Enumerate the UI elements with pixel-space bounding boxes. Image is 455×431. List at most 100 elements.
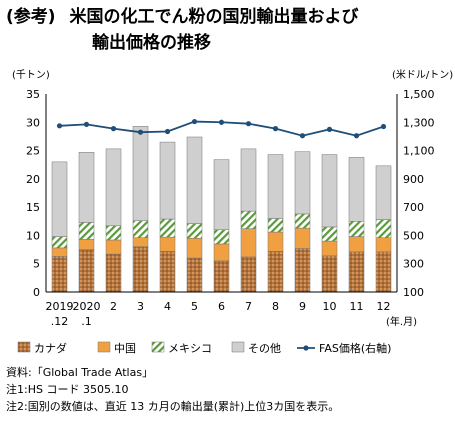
legend-label: メキシコ	[168, 342, 212, 355]
bar-segment	[375, 237, 392, 253]
bar-segment	[159, 251, 176, 293]
bar-segment	[348, 236, 365, 253]
bar-segment	[348, 157, 365, 222]
y-tick-label: 15	[26, 201, 40, 214]
fas-price-point	[380, 123, 387, 130]
bar-segment	[267, 231, 284, 252]
fas-price-point	[56, 123, 63, 129]
legend-swatch	[231, 341, 245, 353]
bar-segment	[213, 159, 230, 231]
bar-segment	[105, 239, 122, 255]
y2-tick-label: 100	[403, 286, 424, 299]
fas-price-point	[326, 126, 333, 132]
bar-segment	[240, 210, 257, 229]
right-axis-unit: (米ドル/トン)	[392, 68, 453, 81]
bar-segment	[132, 237, 149, 247]
fas-price-point	[272, 126, 279, 132]
x-tick-label: 2019	[46, 300, 74, 313]
bar-segment	[213, 260, 230, 293]
bar-segment	[51, 161, 68, 237]
y2-tick-label: 900	[403, 173, 424, 186]
bar-segment	[240, 148, 257, 212]
bar-segment	[78, 239, 95, 250]
fas-price-point	[137, 129, 144, 135]
x-tick-label: 12	[377, 300, 391, 313]
x-tick-label: 8	[272, 300, 279, 313]
bar-segment	[51, 247, 68, 257]
y2-tick-label: 700	[403, 201, 424, 214]
x-tick-label: 11	[350, 300, 364, 313]
bar-segment	[186, 223, 203, 239]
bar-segment	[78, 152, 95, 223]
bar-segment	[267, 218, 284, 233]
bar-segment	[78, 249, 95, 293]
chart-title: (参考) 米国の化工でん粉の国別輸出量および 輸出価格の推移	[6, 4, 451, 56]
y2-tick-label: 1,300	[403, 116, 435, 129]
bar-segment	[159, 141, 176, 220]
y2-tick-label: 1,100	[403, 145, 435, 158]
x-tick-label: 3	[137, 300, 144, 313]
legend-label: その他	[248, 342, 281, 355]
left-axis-unit: (千トン)	[12, 69, 50, 81]
x-tick-label: 6	[218, 300, 225, 313]
note-2: 注2:国別の数値は、直近 13 カ月の輸出量(累計)上位3カ国を表示。	[6, 400, 340, 413]
bar-segment	[294, 248, 311, 293]
legend-label: FAS価格(右軸)	[319, 341, 391, 355]
legend-label: カナダ	[34, 341, 67, 355]
legend-line-marker	[303, 345, 309, 351]
fas-price-point	[110, 126, 117, 132]
bar-segment	[51, 236, 68, 249]
bar-segment	[294, 151, 311, 215]
bar-segment	[321, 226, 338, 242]
bar-segment	[321, 240, 338, 257]
x-tick-sublabel: .1	[81, 315, 92, 328]
bar-segment	[294, 213, 311, 229]
fas-price-point	[164, 128, 171, 135]
y-tick-label: 35	[26, 88, 40, 101]
legend-swatch	[97, 341, 111, 353]
x-tick-label: 4	[164, 300, 171, 313]
x-axis-unit: (年.月)	[386, 315, 417, 328]
bar-segment	[375, 165, 392, 220]
y-tick-label: 30	[26, 116, 40, 129]
bar-segment	[51, 256, 68, 293]
fas-price-point	[245, 121, 252, 127]
bar-segment	[105, 148, 122, 227]
bar-segment	[240, 256, 257, 293]
bar-segment	[267, 154, 284, 219]
bar-segment	[105, 253, 122, 293]
bar-segment	[105, 225, 122, 241]
y-tick-label: 5	[33, 258, 40, 271]
bar-segment	[348, 221, 365, 237]
fas-price-point	[218, 119, 225, 125]
bar-segment	[267, 251, 284, 293]
title-line-1: 米国の化工でん粉の国別輸出量および	[69, 7, 359, 27]
x-tick-label: 9	[299, 300, 306, 313]
bar-segment	[294, 227, 311, 249]
x-tick-label: 2020	[73, 300, 101, 313]
bar-segment	[132, 125, 149, 221]
title-prefix: (参考)	[6, 7, 56, 27]
x-tick-label: 5	[191, 300, 198, 313]
bar-segment	[213, 243, 230, 262]
legend-label: 中国	[114, 342, 136, 355]
source-note: 資料:「Global Trade Atlas」	[6, 366, 154, 379]
fas-price-point	[353, 133, 360, 139]
bar-segment	[213, 229, 230, 245]
x-tick-sublabel: .12	[51, 315, 69, 328]
y-tick-label: 25	[26, 145, 40, 158]
x-tick-label: 10	[323, 300, 337, 313]
chart-canvas: (千トン) (米ドル/トン)051015202530351003005007009…	[12, 68, 453, 355]
legend-swatch	[151, 341, 165, 353]
bar-segment	[321, 154, 338, 228]
bar-segment	[159, 218, 176, 238]
bar-segment	[159, 236, 176, 252]
fas-price-point	[83, 121, 90, 128]
bar-segment	[348, 251, 365, 293]
bar-segment	[321, 255, 338, 293]
bar-segment	[132, 220, 149, 238]
y2-tick-label: 500	[403, 229, 424, 242]
bar-segment	[375, 251, 392, 293]
bar-segment	[186, 136, 203, 224]
y2-tick-label: 1,500	[403, 88, 435, 101]
